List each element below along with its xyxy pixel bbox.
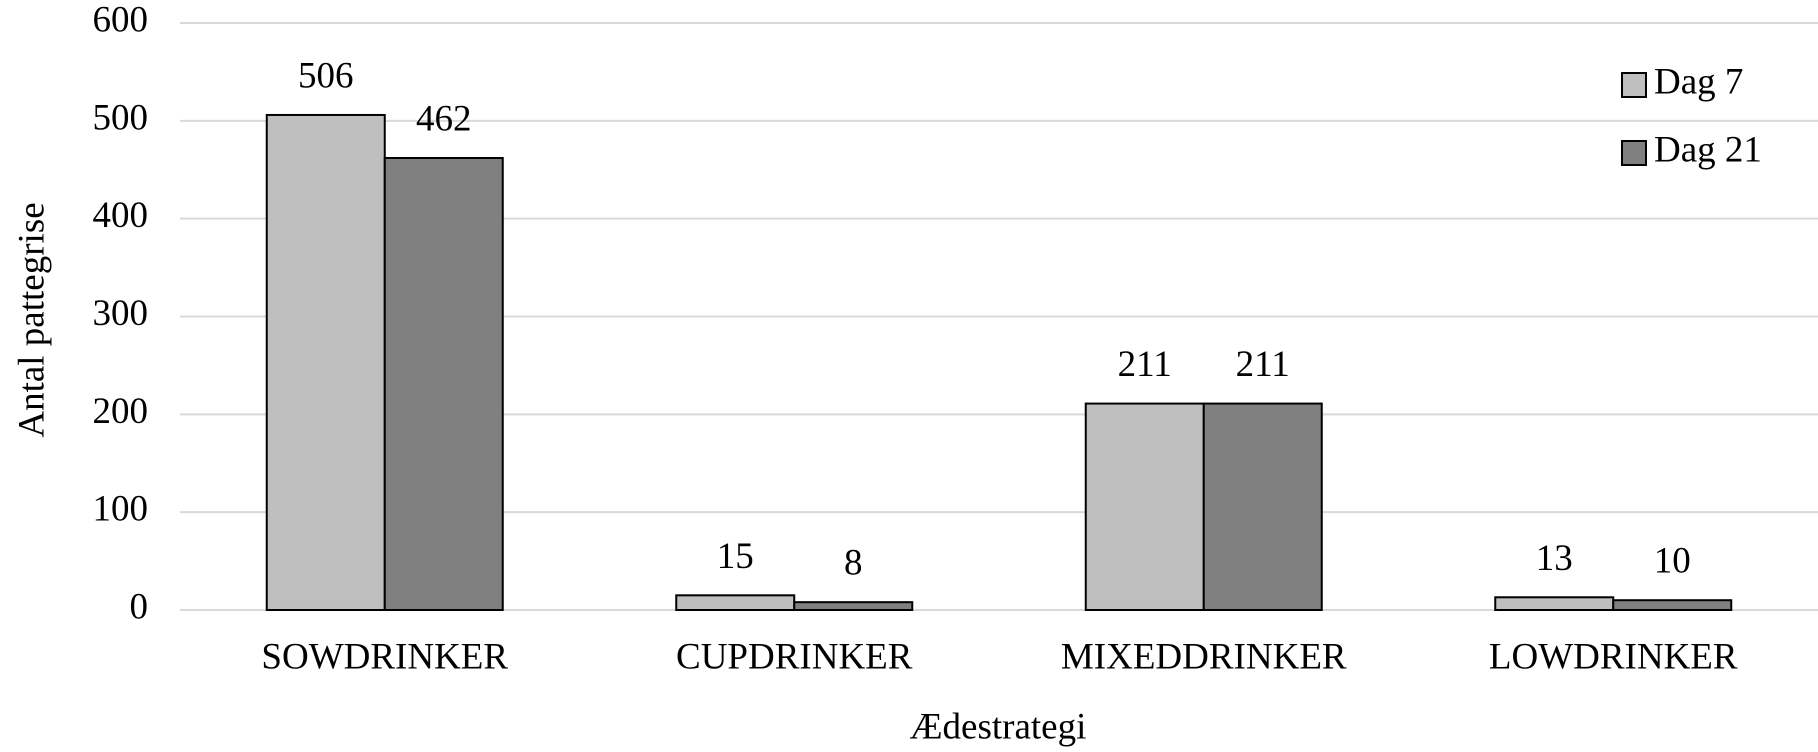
bar <box>1612 599 1733 612</box>
x-tick-label: MIXEDDRINKER <box>1061 636 1347 677</box>
bar <box>1084 402 1205 611</box>
y-tick-label: 300 <box>93 293 149 334</box>
x-tick-label: LOWDRINKER <box>1489 636 1738 677</box>
data-label: 506 <box>298 55 354 96</box>
bar <box>675 594 796 612</box>
bar <box>793 601 914 612</box>
x-tick-label: SOWDRINKER <box>261 636 508 677</box>
data-label: 8 <box>844 543 863 584</box>
data-label: 211 <box>1236 344 1290 385</box>
y-tick-label: 100 <box>93 489 149 530</box>
x-axis-label: Ædestrategi <box>910 706 1087 747</box>
y-tick-label: 0 <box>130 586 149 627</box>
legend-label: Dag 7 <box>1654 61 1743 102</box>
data-label: 13 <box>1536 538 1573 579</box>
y-tick-label: 200 <box>93 391 149 432</box>
data-label: 462 <box>416 98 472 139</box>
bar <box>383 157 504 611</box>
y-tick-label: 600 <box>93 0 149 40</box>
bar <box>1202 402 1323 611</box>
legend-swatch <box>1621 72 1647 98</box>
legend-label: Dag 21 <box>1654 129 1762 170</box>
y-axis-label: Antal pattegrise <box>11 202 52 437</box>
x-tick-label: CUPDRINKER <box>676 636 913 677</box>
bar <box>1494 596 1615 612</box>
bar <box>265 113 386 611</box>
y-tick-label: 500 <box>93 97 149 138</box>
data-label: 10 <box>1654 541 1691 582</box>
legend-swatch <box>1621 140 1647 166</box>
y-tick-label: 400 <box>93 195 149 236</box>
data-label: 15 <box>717 536 754 577</box>
data-label: 211 <box>1118 344 1172 385</box>
